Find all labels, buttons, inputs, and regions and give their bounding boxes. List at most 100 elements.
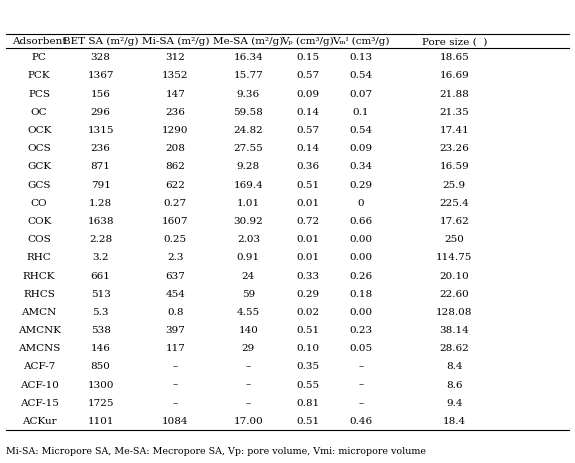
Text: 22.60: 22.60 xyxy=(439,289,469,298)
Text: PCS: PCS xyxy=(28,89,50,99)
Text: 30.92: 30.92 xyxy=(233,217,263,225)
Text: 0.01: 0.01 xyxy=(296,198,319,207)
Text: 1.01: 1.01 xyxy=(237,198,260,207)
Text: 0.72: 0.72 xyxy=(296,217,319,225)
Text: 454: 454 xyxy=(166,289,185,298)
Text: 29: 29 xyxy=(242,344,255,352)
Text: –: – xyxy=(246,362,251,371)
Text: 0.54: 0.54 xyxy=(350,71,373,80)
Text: 117: 117 xyxy=(166,344,185,352)
Text: 59.58: 59.58 xyxy=(233,107,263,117)
Text: 0.66: 0.66 xyxy=(350,217,373,225)
Text: 16.59: 16.59 xyxy=(439,162,469,171)
Text: AMCN: AMCN xyxy=(21,307,57,316)
Text: 513: 513 xyxy=(91,289,110,298)
Text: 1607: 1607 xyxy=(162,217,189,225)
Text: 140: 140 xyxy=(239,325,258,334)
Text: 862: 862 xyxy=(166,162,185,171)
Text: 250: 250 xyxy=(444,235,464,244)
Text: 8.4: 8.4 xyxy=(446,362,462,371)
Text: 2.3: 2.3 xyxy=(167,253,183,262)
Text: 0.51: 0.51 xyxy=(296,325,319,334)
Text: 18.65: 18.65 xyxy=(439,53,469,62)
Text: 637: 637 xyxy=(166,271,185,280)
Text: –: – xyxy=(358,398,364,407)
Text: 0.15: 0.15 xyxy=(296,53,319,62)
Text: 0.34: 0.34 xyxy=(350,162,373,171)
Text: 2.03: 2.03 xyxy=(237,235,260,244)
Text: 59: 59 xyxy=(242,289,255,298)
Text: 21.35: 21.35 xyxy=(439,107,469,117)
Text: 0.18: 0.18 xyxy=(350,289,373,298)
Text: 20.10: 20.10 xyxy=(439,271,469,280)
Text: GCK: GCK xyxy=(27,162,51,171)
Text: 25.9: 25.9 xyxy=(443,180,466,189)
Text: PC: PC xyxy=(32,53,47,62)
Text: 1300: 1300 xyxy=(87,380,114,389)
Text: Me-SA (m²/g): Me-SA (m²/g) xyxy=(213,37,283,46)
Text: Adsorbent: Adsorbent xyxy=(12,37,66,46)
Text: 0.36: 0.36 xyxy=(296,162,319,171)
Text: 147: 147 xyxy=(166,89,185,99)
Text: 791: 791 xyxy=(91,180,110,189)
Text: 0.00: 0.00 xyxy=(350,235,373,244)
Text: –: – xyxy=(358,362,364,371)
Text: 0.57: 0.57 xyxy=(296,71,319,80)
Text: ACF-7: ACF-7 xyxy=(23,362,55,371)
Text: 312: 312 xyxy=(166,53,185,62)
Text: 38.14: 38.14 xyxy=(439,325,469,334)
Text: 1101: 1101 xyxy=(87,416,114,425)
Text: 0.10: 0.10 xyxy=(296,344,319,352)
Text: 1725: 1725 xyxy=(87,398,114,407)
Text: 0.23: 0.23 xyxy=(350,325,373,334)
Text: AMCNK: AMCNK xyxy=(18,325,60,334)
Text: –: – xyxy=(172,380,178,389)
Text: 28.62: 28.62 xyxy=(439,344,469,352)
Text: 0.00: 0.00 xyxy=(350,307,373,316)
Text: –: – xyxy=(172,398,178,407)
Text: ACKur: ACKur xyxy=(22,416,56,425)
Text: 0.29: 0.29 xyxy=(296,289,319,298)
Text: 3.2: 3.2 xyxy=(93,253,109,262)
Text: 21.88: 21.88 xyxy=(439,89,469,99)
Text: 0.54: 0.54 xyxy=(350,126,373,135)
Text: 2.28: 2.28 xyxy=(89,235,112,244)
Text: 871: 871 xyxy=(91,162,110,171)
Text: RHCK: RHCK xyxy=(23,271,55,280)
Text: RHCS: RHCS xyxy=(23,289,55,298)
Text: 1315: 1315 xyxy=(87,126,114,135)
Text: 328: 328 xyxy=(91,53,110,62)
Text: 0.07: 0.07 xyxy=(350,89,373,99)
Text: 538: 538 xyxy=(91,325,110,334)
Text: PCK: PCK xyxy=(28,71,51,80)
Text: Vₘᴵ (cm³/g): Vₘᴵ (cm³/g) xyxy=(332,37,390,46)
Text: 0.14: 0.14 xyxy=(296,107,319,117)
Text: 0.05: 0.05 xyxy=(350,344,373,352)
Text: –: – xyxy=(358,380,364,389)
Text: 0.57: 0.57 xyxy=(296,126,319,135)
Text: 0.27: 0.27 xyxy=(164,198,187,207)
Text: 0.01: 0.01 xyxy=(296,253,319,262)
Text: 1638: 1638 xyxy=(87,217,114,225)
Text: 0.8: 0.8 xyxy=(167,307,183,316)
Text: 0.14: 0.14 xyxy=(296,144,319,153)
Text: 0: 0 xyxy=(358,198,365,207)
Text: 0.91: 0.91 xyxy=(237,253,260,262)
Text: 0.33: 0.33 xyxy=(296,271,319,280)
Text: 1.28: 1.28 xyxy=(89,198,112,207)
Text: 661: 661 xyxy=(91,271,110,280)
Text: 1367: 1367 xyxy=(87,71,114,80)
Text: 146: 146 xyxy=(91,344,110,352)
Text: OCK: OCK xyxy=(27,126,51,135)
Text: 4.55: 4.55 xyxy=(237,307,260,316)
Text: 0.81: 0.81 xyxy=(296,398,319,407)
Text: 24: 24 xyxy=(242,271,255,280)
Text: 0.00: 0.00 xyxy=(350,253,373,262)
Text: 169.4: 169.4 xyxy=(233,180,263,189)
Text: 17.00: 17.00 xyxy=(233,416,263,425)
Text: 18.4: 18.4 xyxy=(443,416,466,425)
Text: GCS: GCS xyxy=(28,180,51,189)
Text: 0.09: 0.09 xyxy=(350,144,373,153)
Text: 8.6: 8.6 xyxy=(446,380,462,389)
Text: –: – xyxy=(246,398,251,407)
